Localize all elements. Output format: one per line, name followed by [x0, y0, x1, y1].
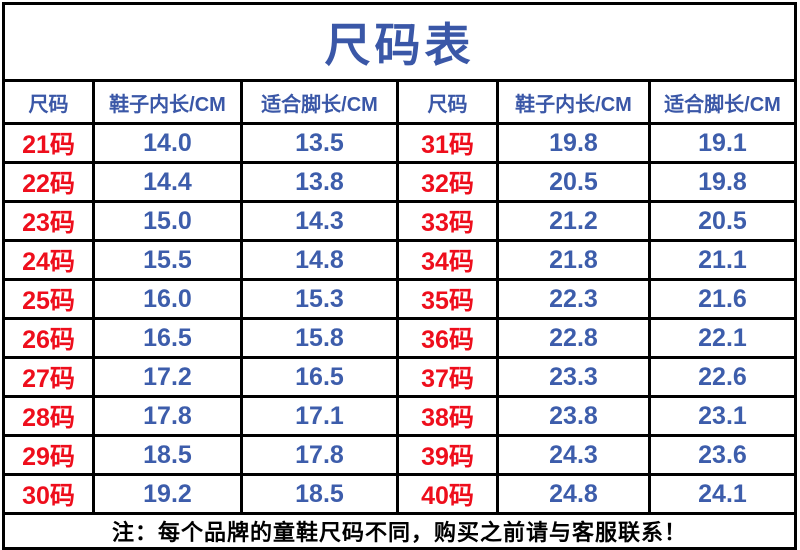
foot-length-value: 14.3 [240, 200, 399, 242]
inner-length-value: 17.8 [92, 395, 243, 437]
size-label: 28码 [2, 395, 95, 437]
foot-length-value: 24.1 [648, 473, 797, 515]
foot-length-value: 22.6 [648, 356, 797, 398]
size-label: 32码 [396, 161, 499, 203]
inner-length-value: 15.5 [92, 239, 243, 281]
foot-length-value: 13.5 [240, 122, 399, 164]
foot-length-value: 14.8 [240, 239, 399, 281]
inner-length-value: 16.5 [92, 317, 243, 359]
size-label: 25码 [2, 278, 95, 320]
size-label: 26码 [2, 317, 95, 359]
size-label: 34码 [396, 239, 499, 281]
foot-length-value: 17.1 [240, 395, 399, 437]
size-label: 23码 [2, 200, 95, 242]
title-row: 尺码表 [2, 2, 797, 82]
inner-length-value: 21.8 [496, 239, 651, 281]
inner-length-value: 14.4 [92, 161, 243, 203]
header-row: 尺码 鞋子内长/CM 适合脚长/CM 尺码 鞋子内长/CM 适合脚长/CM [2, 79, 797, 125]
table-row: 26码 16.5 15.8 36码 22.8 22.1 [2, 317, 797, 359]
foot-length-value: 19.1 [648, 122, 797, 164]
size-label: 38码 [396, 395, 499, 437]
inner-length-value: 14.0 [92, 122, 243, 164]
table-row: 22码 14.4 13.8 32码 20.5 19.8 [2, 161, 797, 203]
foot-length-value: 23.6 [648, 434, 797, 476]
size-label: 22码 [2, 161, 95, 203]
inner-length-value: 23.3 [496, 356, 651, 398]
inner-length-value: 20.5 [496, 161, 651, 203]
size-label: 35码 [396, 278, 499, 320]
inner-length-value: 15.0 [92, 200, 243, 242]
size-label: 33码 [396, 200, 499, 242]
inner-length-value: 24.3 [496, 434, 651, 476]
column-header-size-left: 尺码 [2, 79, 95, 125]
table-row: 24码 15.5 14.8 34码 21.8 21.1 [2, 239, 797, 281]
size-chart-title: 尺码表 [2, 2, 797, 82]
column-header-inner-length-left: 鞋子内长/CM [92, 79, 243, 125]
inner-length-value: 18.5 [92, 434, 243, 476]
inner-length-value: 16.0 [92, 278, 243, 320]
size-label: 30码 [2, 473, 95, 515]
inner-length-value: 17.2 [92, 356, 243, 398]
table-row: 25码 16.0 15.3 35码 22.3 21.6 [2, 278, 797, 320]
size-label: 36码 [396, 317, 499, 359]
foot-length-value: 21.1 [648, 239, 797, 281]
foot-length-value: 17.8 [240, 434, 399, 476]
foot-length-value: 22.1 [648, 317, 797, 359]
foot-length-value: 21.6 [648, 278, 797, 320]
foot-length-value: 18.5 [240, 473, 399, 515]
table-row: 30码 19.2 18.5 40码 24.8 24.1 [2, 473, 797, 515]
size-label: 27码 [2, 356, 95, 398]
foot-length-value: 13.8 [240, 161, 399, 203]
size-label: 31码 [396, 122, 499, 164]
foot-length-value: 19.8 [648, 161, 797, 203]
column-header-inner-length-right: 鞋子内长/CM [496, 79, 651, 125]
size-label: 29码 [2, 434, 95, 476]
inner-length-value: 23.8 [496, 395, 651, 437]
foot-length-value: 16.5 [240, 356, 399, 398]
inner-length-value: 22.3 [496, 278, 651, 320]
table-row: 23码 15.0 14.3 33码 21.2 20.5 [2, 200, 797, 242]
note-text: 注：每个品牌的童鞋尺码不同，购买之前请与客服联系！ [2, 512, 797, 550]
inner-length-value: 19.8 [496, 122, 651, 164]
column-header-foot-length-right: 适合脚长/CM [648, 79, 797, 125]
size-label: 21码 [2, 122, 95, 164]
size-label: 37码 [396, 356, 499, 398]
table-row: 29码 18.5 17.8 39码 24.3 23.6 [2, 434, 797, 476]
foot-length-value: 15.8 [240, 317, 399, 359]
size-label: 39码 [396, 434, 499, 476]
table-row: 28码 17.8 17.1 38码 23.8 23.1 [2, 395, 797, 437]
foot-length-value: 23.1 [648, 395, 797, 437]
inner-length-value: 19.2 [92, 473, 243, 515]
foot-length-value: 20.5 [648, 200, 797, 242]
column-header-foot-length-left: 适合脚长/CM [240, 79, 399, 125]
foot-length-value: 15.3 [240, 278, 399, 320]
inner-length-value: 21.2 [496, 200, 651, 242]
column-header-size-right: 尺码 [396, 79, 499, 125]
table-row: 21码 14.0 13.5 31码 19.8 19.1 [2, 122, 797, 164]
table-row: 27码 17.2 16.5 37码 23.3 22.6 [2, 356, 797, 398]
size-label: 24码 [2, 239, 95, 281]
size-label: 40码 [396, 473, 499, 515]
inner-length-value: 22.8 [496, 317, 651, 359]
note-row: 注：每个品牌的童鞋尺码不同，购买之前请与客服联系！ [2, 512, 797, 550]
inner-length-value: 24.8 [496, 473, 651, 515]
